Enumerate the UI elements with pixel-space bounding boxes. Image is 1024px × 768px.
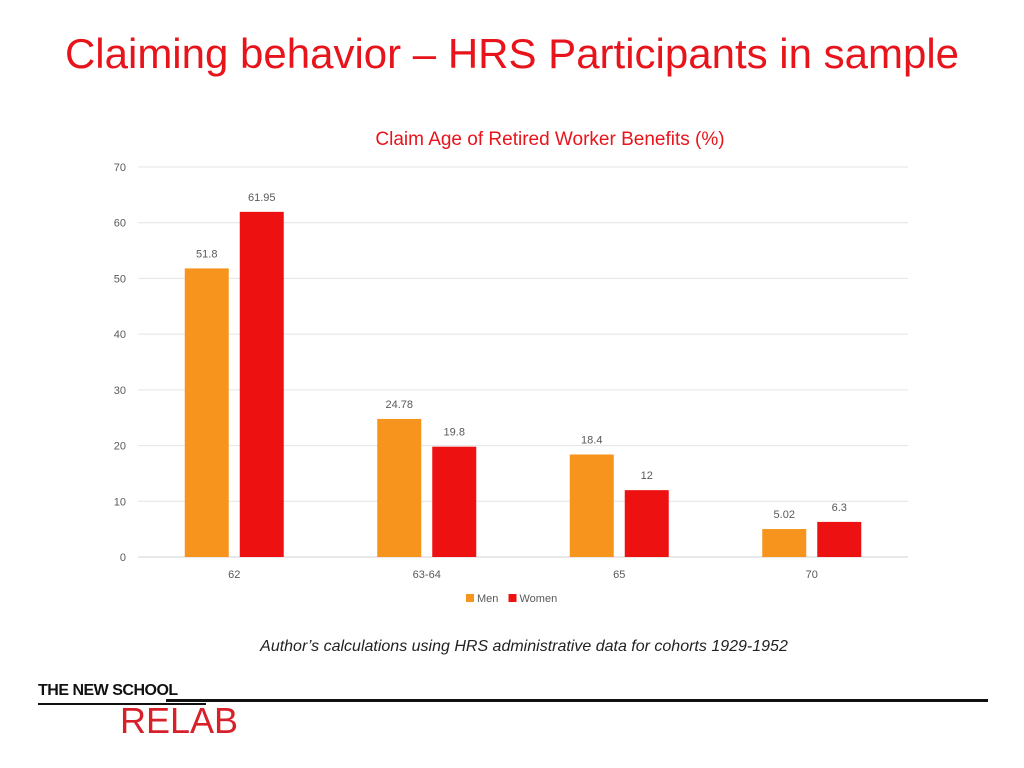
bar-chart: Claim Age of Retired Worker Benefits (%)…	[114, 129, 908, 605]
legend-label-women: Women	[520, 593, 558, 605]
bar-women-62	[239, 211, 284, 557]
data-label: 18.4	[581, 434, 602, 446]
bar-men-63-64	[377, 418, 422, 557]
x-tick-label: 70	[806, 569, 818, 581]
source-caption: Author’s calculations using HRS administ…	[260, 638, 788, 655]
bar-women-70	[817, 521, 862, 557]
bar-men-70	[762, 529, 807, 557]
y-tick-label: 20	[114, 441, 126, 453]
bar-men-62	[184, 268, 229, 557]
x-tick-label: 63-64	[413, 569, 441, 581]
data-label: 24.78	[385, 399, 413, 411]
y-tick-label: 30	[114, 385, 126, 397]
logo-bottom-text: RELAB	[120, 700, 239, 741]
bar-women-65	[624, 490, 669, 557]
data-label: 6.3	[832, 502, 847, 514]
bar-men-65	[569, 454, 614, 557]
x-tick-label: 65	[613, 569, 625, 581]
legend-label-men: Men	[477, 593, 498, 605]
legend-swatch-men	[466, 594, 474, 602]
footer-rule	[166, 699, 988, 702]
data-label: 5.02	[774, 509, 795, 521]
slide-title: Claiming behavior – HRS Participants in …	[64, 30, 960, 77]
y-tick-label: 60	[114, 218, 126, 230]
new-school-relab-logo: THE NEW SCHOOL RELAB	[38, 682, 278, 742]
y-tick-label: 40	[114, 329, 126, 341]
y-tick-label: 70	[114, 162, 126, 174]
bar-women-63-64	[432, 446, 477, 557]
data-label: 61.95	[248, 192, 276, 204]
chart-title: Claim Age of Retired Worker Benefits (%)	[375, 129, 724, 150]
legend-swatch-women	[508, 594, 517, 602]
y-tick-label: 10	[114, 496, 126, 508]
y-tick-label: 50	[114, 273, 126, 285]
data-label: 19.8	[444, 427, 465, 439]
logo-underline	[38, 703, 206, 705]
data-label: 51.8	[196, 248, 217, 260]
data-label: 12	[641, 470, 653, 482]
x-tick-label: 62	[228, 569, 240, 581]
logo-top-text: THE NEW SCHOOL	[38, 682, 178, 699]
y-tick-label: 0	[120, 552, 126, 564]
